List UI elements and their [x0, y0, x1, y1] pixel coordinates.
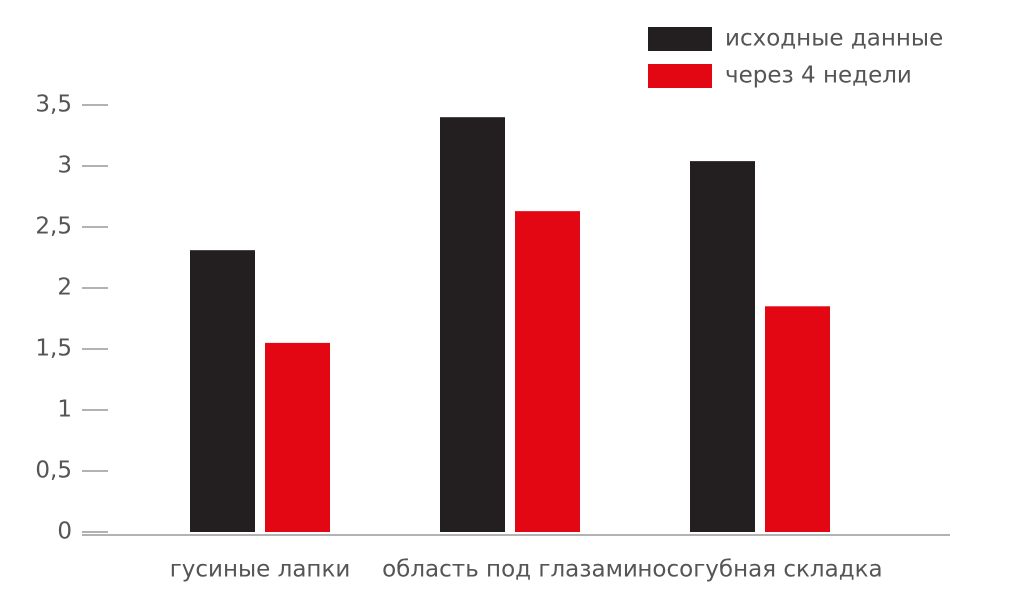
legend-label: через 4 недели [725, 63, 912, 89]
legend-label: исходные данные [725, 26, 943, 52]
x-tick-label: гусиные лапки [170, 557, 351, 583]
y-tick-label: 0,5 [35, 458, 72, 484]
bar [440, 117, 505, 532]
y-tick-label: 3 [57, 153, 72, 179]
y-tick-label: 2,5 [35, 214, 72, 240]
y-tick-label: 1 [57, 397, 72, 423]
bar [265, 342, 330, 532]
bar [690, 161, 755, 532]
y-tick-label: 2 [57, 275, 72, 301]
legend-swatch [648, 64, 712, 88]
x-tick-label: носогубная складка [637, 557, 882, 583]
bar [190, 250, 255, 532]
y-tick-label: 1,5 [35, 336, 72, 362]
legend-swatch [648, 27, 712, 51]
y-tick-label: 0 [57, 519, 72, 545]
y-tick-label: 3,5 [35, 92, 72, 118]
bar [765, 306, 830, 532]
bar [515, 211, 580, 532]
x-tick-label: область под глазами [382, 557, 638, 583]
